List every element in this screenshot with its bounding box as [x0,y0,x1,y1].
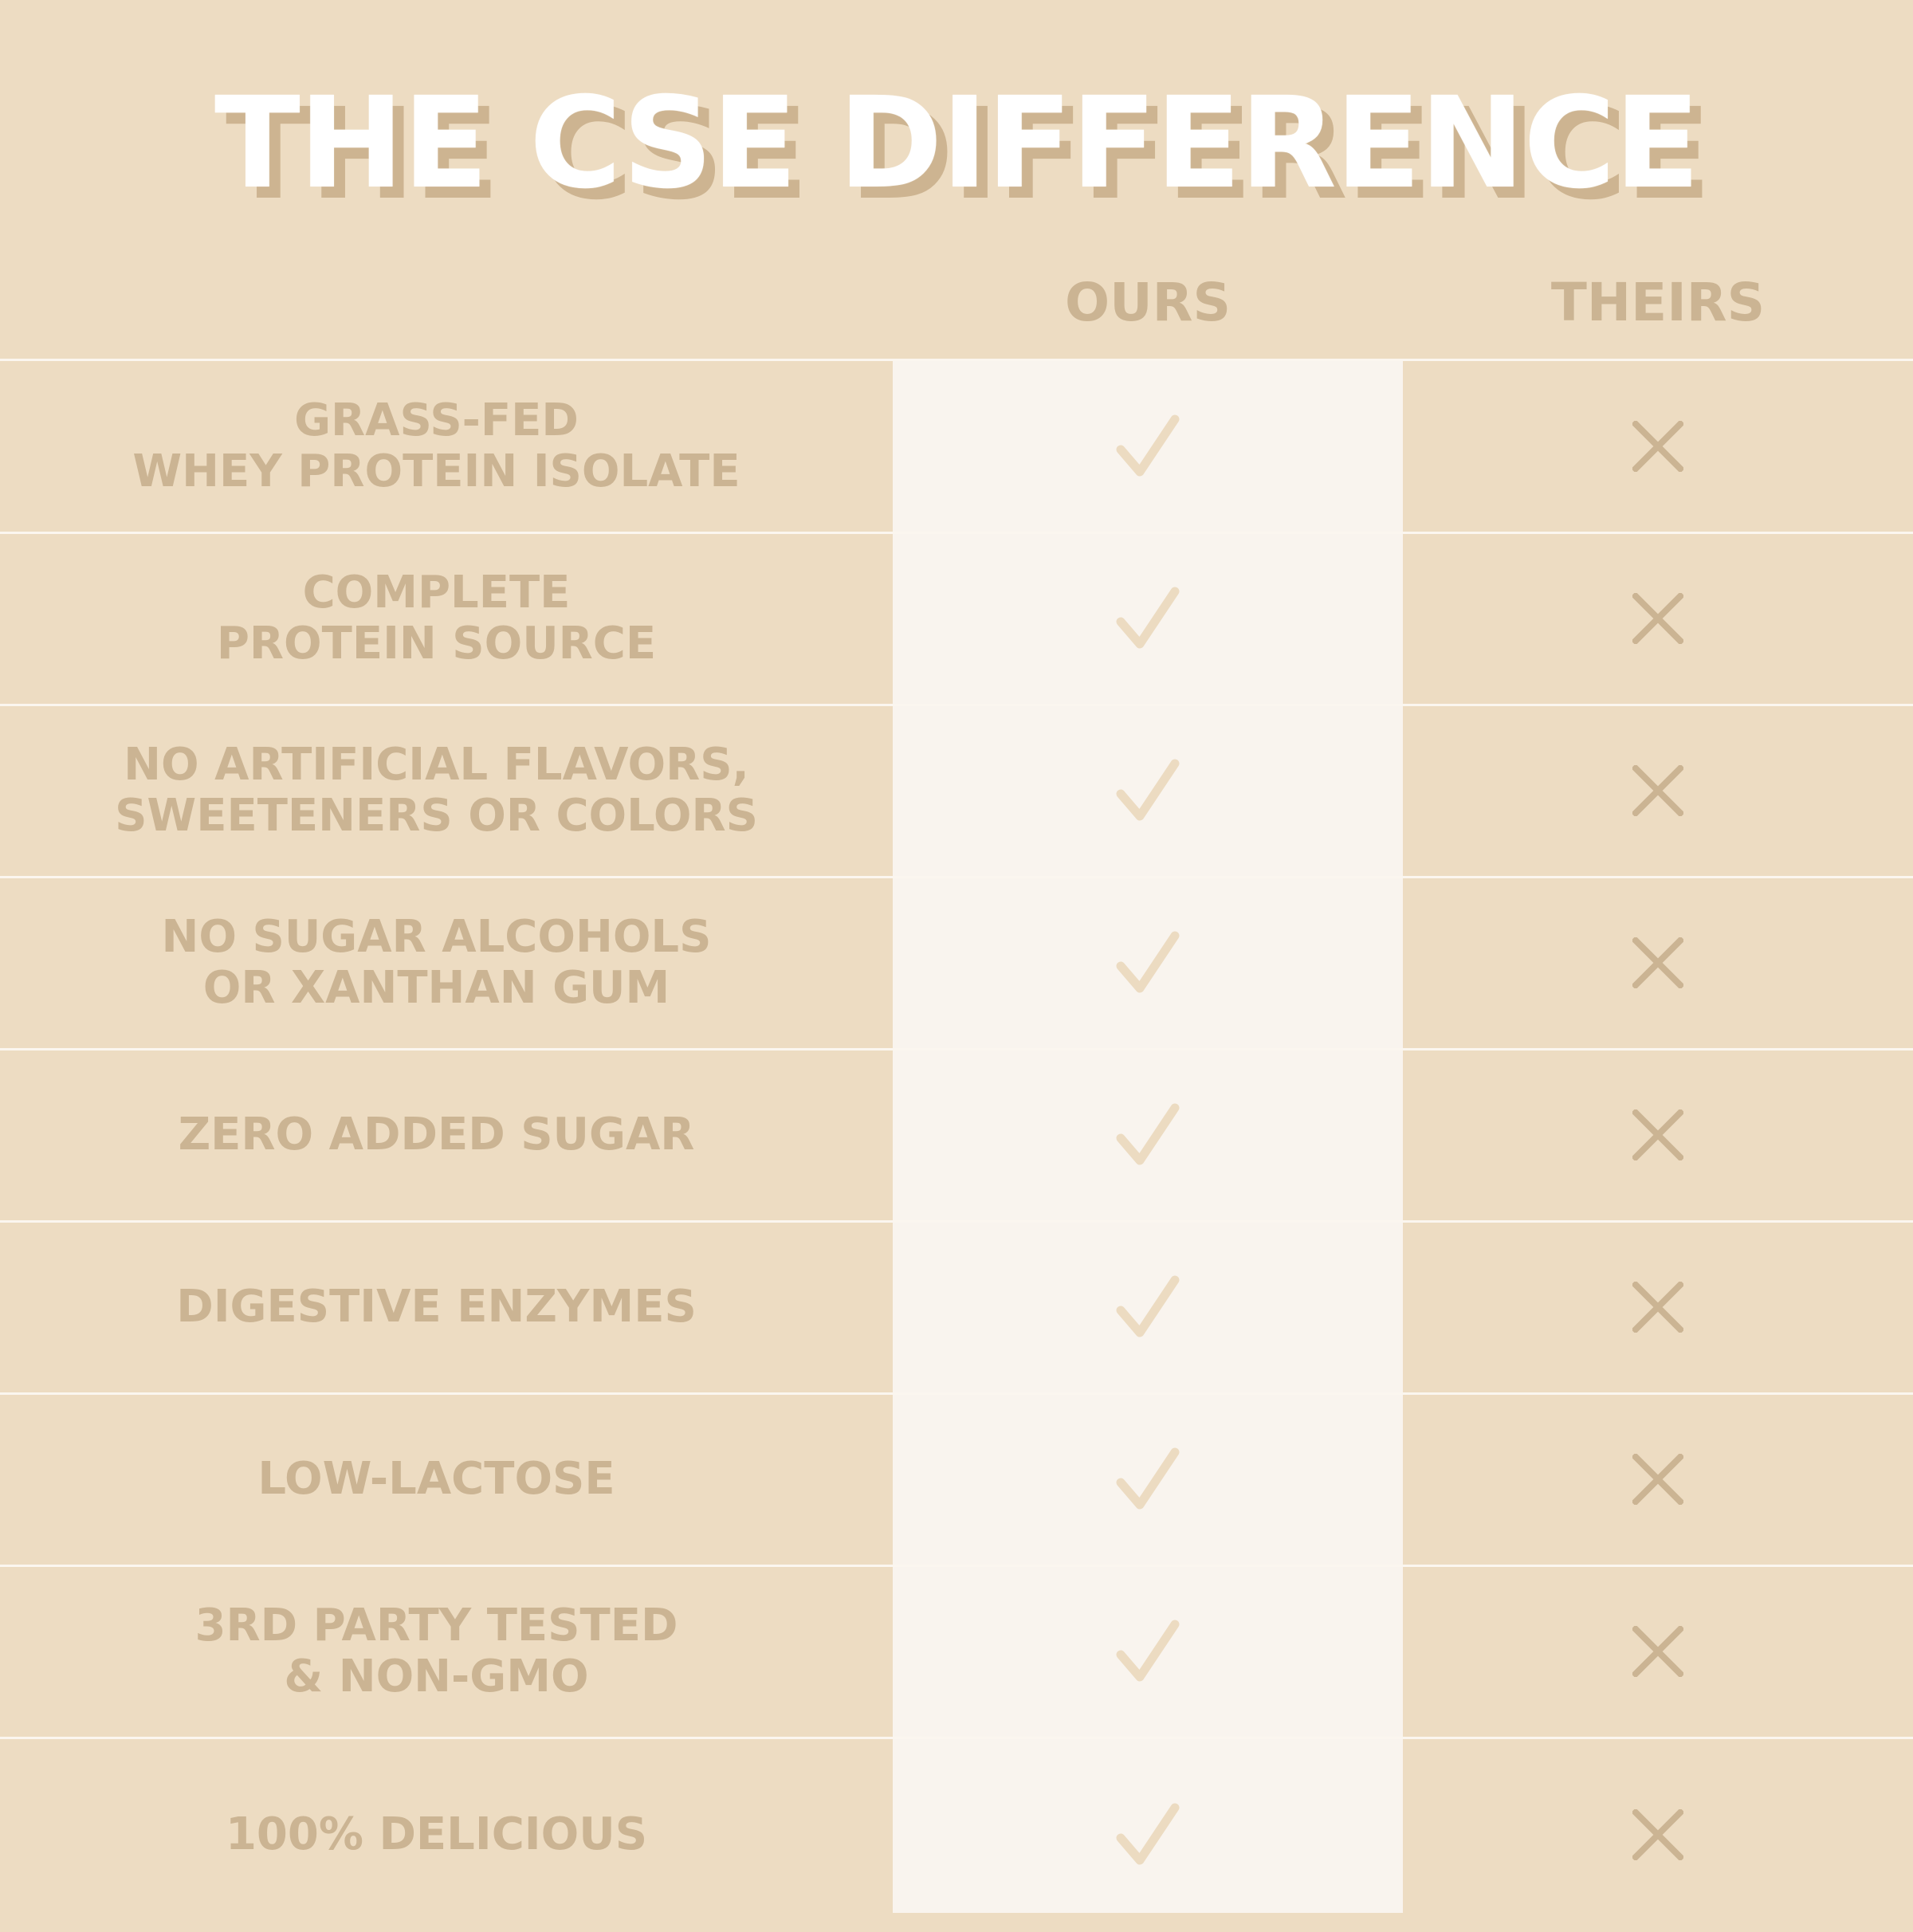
row-label: DIGESTIVE ENZYMES [176,1281,697,1333]
row-divider [0,1392,1913,1395]
row-label: 100% DELICIOUS [225,1808,648,1860]
row-label: GRASS-FED WHEY PROTEIN ISOLATE [132,395,740,497]
row-divider [0,1565,1913,1567]
check-icon [1116,1803,1180,1865]
cross-icon [1632,765,1683,816]
check-icon [1116,1447,1180,1510]
column-header-ours: OURS [1064,272,1231,333]
row-divider [0,359,1913,361]
row-label: ZERO ADDED SUGAR [178,1109,695,1160]
row-label: NO SUGAR ALCOHOLS OR XANTHAN GUM [161,911,712,1014]
table-row: GRASS-FED WHEY PROTEIN ISOLATE [0,360,1913,532]
check-icon [1116,1103,1180,1165]
cross-icon [1632,421,1683,472]
title-block: THE CSE DIFFERENCE THE CSE DIFFERENCE [0,70,1913,222]
page-title-shadow: THE CSE DIFFERENCE [225,81,1711,228]
check-icon [1116,414,1180,477]
table-row: COMPLETE PROTEIN SOURCE [0,532,1913,705]
cross-icon [1632,1454,1683,1505]
cross-icon [1632,937,1683,988]
cross-icon [1632,1809,1683,1860]
row-label: NO ARTIFICIAL FLAVORS, SWEETENERS OR COL… [115,739,758,842]
row-divider [0,876,1913,878]
table-row: DIGESTIVE ENZYMES [0,1221,1913,1393]
row-label: LOW-LACTOSE [257,1453,615,1505]
row-label: COMPLETE PROTEIN SOURCE [216,567,657,670]
row-divider [0,532,1913,534]
table-row: NO ARTIFICIAL FLAVORS, SWEETENERS OR COL… [0,705,1913,877]
page-title: THE CSE DIFFERENCE [214,70,1700,217]
table-row: ZERO ADDED SUGAR [0,1049,1913,1221]
column-header-theirs: THEIRS [1550,272,1766,333]
table-row: 3RD PARTY TESTED & NON-GMO [0,1565,1913,1738]
row-divider [0,1048,1913,1050]
table-row: NO SUGAR ALCOHOLS OR XANTHAN GUM [0,877,1913,1049]
ours-column-highlight [893,360,1403,1913]
row-divider [0,1220,1913,1223]
check-icon [1116,1620,1180,1682]
check-icon [1116,587,1180,649]
row-divider [0,704,1913,706]
cross-icon [1632,593,1683,644]
table-row: LOW-LACTOSE [0,1393,1913,1565]
table-row: 100% DELICIOUS [0,1738,1913,1932]
row-divider [0,1737,1913,1739]
cross-icon [1632,1282,1683,1333]
cross-icon [1632,1626,1683,1677]
check-icon [1116,759,1180,821]
row-label: 3RD PARTY TESTED & NON-GMO [194,1600,678,1702]
cross-icon [1632,1109,1683,1160]
check-icon [1116,931,1180,993]
check-icon [1116,1275,1180,1337]
